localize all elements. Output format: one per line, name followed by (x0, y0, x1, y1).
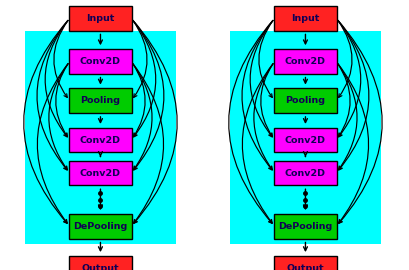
FancyBboxPatch shape (273, 256, 336, 270)
Text: DePooling: DePooling (73, 222, 127, 231)
Text: DePooling: DePooling (278, 222, 332, 231)
FancyBboxPatch shape (69, 88, 132, 113)
FancyBboxPatch shape (69, 214, 132, 239)
FancyBboxPatch shape (229, 31, 380, 244)
Text: Conv2D: Conv2D (80, 136, 121, 144)
FancyBboxPatch shape (273, 6, 336, 31)
FancyBboxPatch shape (69, 256, 132, 270)
Text: Input: Input (290, 14, 319, 23)
Text: Conv2D: Conv2D (284, 57, 325, 66)
FancyBboxPatch shape (273, 128, 336, 153)
Text: Conv2D: Conv2D (80, 57, 121, 66)
FancyBboxPatch shape (69, 161, 132, 185)
FancyBboxPatch shape (273, 49, 336, 74)
FancyBboxPatch shape (273, 214, 336, 239)
Text: Output: Output (286, 264, 324, 270)
FancyBboxPatch shape (69, 6, 132, 31)
FancyBboxPatch shape (273, 161, 336, 185)
Text: Pooling: Pooling (80, 96, 120, 105)
Text: Conv2D: Conv2D (284, 168, 325, 178)
Text: Pooling: Pooling (285, 96, 325, 105)
Text: Output: Output (81, 264, 119, 270)
FancyBboxPatch shape (25, 31, 176, 244)
FancyBboxPatch shape (69, 128, 132, 153)
Text: Conv2D: Conv2D (284, 136, 325, 144)
FancyBboxPatch shape (273, 88, 336, 113)
Text: Conv2D: Conv2D (80, 168, 121, 178)
Text: Input: Input (86, 14, 115, 23)
FancyBboxPatch shape (69, 49, 132, 74)
